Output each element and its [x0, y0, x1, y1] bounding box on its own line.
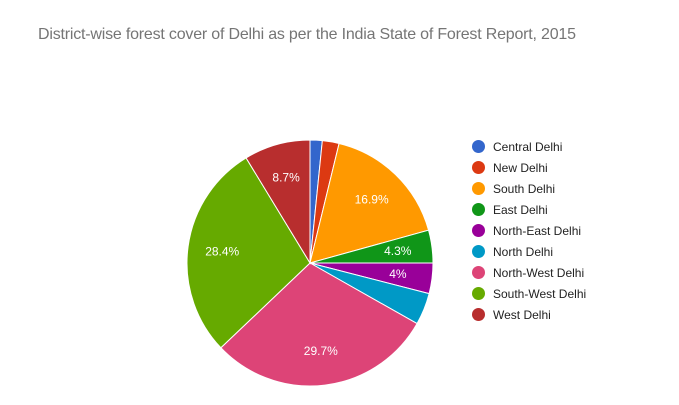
legend-dot-icon	[472, 287, 485, 300]
legend-item[interactable]: Central Delhi	[472, 136, 586, 157]
pie-slice-south-west-delhi[interactable]	[186, 157, 311, 349]
legend-label: Central Delhi	[493, 139, 563, 154]
legend-item[interactable]: North-East Delhi	[472, 220, 586, 241]
pie-slice-west-delhi[interactable]	[245, 139, 311, 265]
legend-dot-icon	[472, 224, 485, 237]
legend-item[interactable]: North-West Delhi	[472, 262, 586, 283]
legend-label: South Delhi	[493, 181, 556, 196]
pie-slice-south-delhi[interactable]	[309, 142, 430, 264]
slice-label: 29.7%	[304, 344, 338, 358]
legend-dot-icon	[472, 140, 485, 153]
legend-dot-icon	[472, 161, 485, 174]
legend-item[interactable]: South-West Delhi	[472, 283, 586, 304]
slice-label: 16.9%	[355, 192, 389, 206]
legend-dot-icon	[472, 308, 485, 321]
legend-dot-icon	[472, 182, 485, 195]
slice-label: 4%	[389, 267, 407, 281]
slice-label: 28.4%	[205, 244, 239, 258]
legend-item[interactable]: South Delhi	[472, 178, 586, 199]
legend-label: North Delhi	[493, 244, 554, 259]
legend-label: New Delhi	[493, 160, 548, 175]
legend-label: South-West Delhi	[493, 286, 587, 301]
legend-label: East Delhi	[493, 202, 548, 217]
legend-item[interactable]: New Delhi	[472, 157, 586, 178]
legend-item[interactable]: West Delhi	[472, 304, 586, 325]
pie-slice-north-west-delhi[interactable]	[220, 262, 418, 387]
legend-item[interactable]: North Delhi	[472, 241, 586, 262]
legend: Central Delhi New Delhi South Delhi East De…	[472, 136, 586, 325]
legend-label: North-West Delhi	[493, 265, 585, 280]
slice-label: 8.7%	[272, 171, 300, 185]
legend-dot-icon	[472, 245, 485, 258]
legend-dot-icon	[472, 266, 485, 279]
legend-item[interactable]: East Delhi	[472, 199, 586, 220]
legend-dot-icon	[472, 203, 485, 216]
slice-label: 4.3%	[384, 244, 412, 258]
legend-label: North-East Delhi	[493, 223, 582, 238]
legend-label: West Delhi	[493, 307, 551, 322]
chart-title: District-wise forest cover of Delhi as p…	[38, 26, 576, 43]
